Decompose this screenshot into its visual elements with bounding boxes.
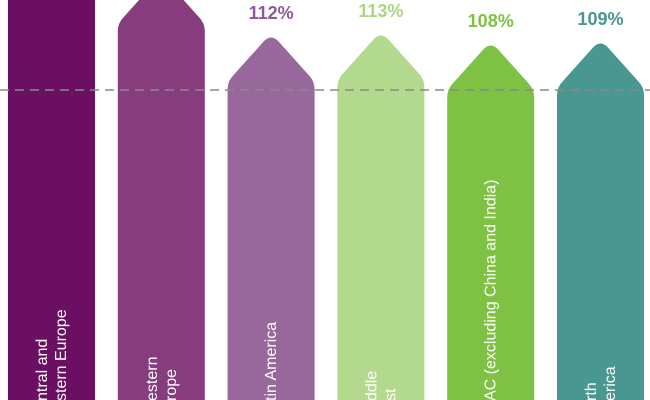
category-label: rth — [583, 382, 600, 400]
bar-cropped — [8, 0, 95, 400]
bar-cropped — [117, 0, 205, 400]
category-label: tin America — [263, 322, 280, 400]
bar — [557, 43, 644, 400]
bar — [227, 37, 315, 400]
value-label: 113% — [358, 1, 403, 21]
bar — [337, 35, 425, 400]
category-label: AC (excluding China and India) — [483, 180, 500, 400]
category-label: st — [382, 388, 399, 400]
category-label: stern Europe — [53, 309, 70, 400]
bars: ntral and stern Europe estern rope 112% tin A… — [8, 0, 644, 400]
value-label: 108% — [468, 11, 514, 31]
category-label: estern — [144, 357, 161, 400]
category-label: ntral and — [34, 339, 51, 400]
value-label: 112% — [249, 3, 294, 23]
value-label: 109% — [577, 9, 623, 29]
category-label: erica — [602, 366, 619, 400]
category-label: ddle — [363, 371, 380, 400]
category-label: rope — [163, 369, 180, 400]
bar — [447, 45, 535, 400]
